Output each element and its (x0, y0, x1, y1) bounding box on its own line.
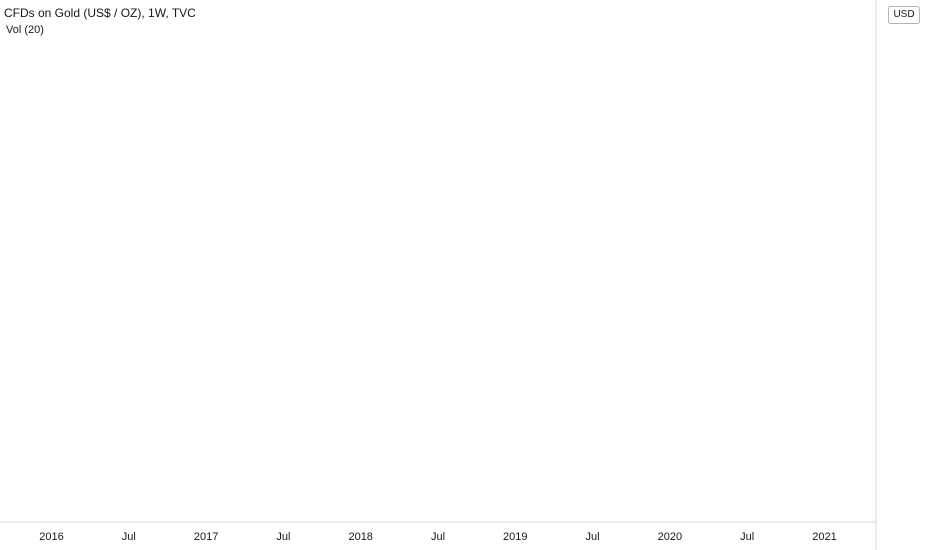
time-tick-label: 2016 (39, 531, 63, 543)
time-tick-label: Jul (431, 531, 445, 543)
time-axis-labels: 2016 Jul 2017 Jul 2018 Jul 2019 Jul 2020 Jul 2021 (39, 531, 836, 543)
chart-title: CFDs on Gold (US$ / OZ), 1W, TVC (4, 6, 196, 20)
plot-background (0, 0, 876, 522)
time-tick-label: 2020 (658, 531, 682, 543)
time-tick-label: Jul (740, 531, 754, 543)
currency-button[interactable]: USD (888, 6, 920, 24)
time-tick-label: Jul (276, 531, 290, 543)
price-axis-background[interactable] (876, 0, 932, 550)
time-tick-label: 2017 (194, 531, 218, 543)
time-tick-label: Jul (122, 531, 136, 543)
time-tick-label: 2018 (348, 531, 372, 543)
volume-indicator-label[interactable]: Vol (20) (6, 24, 44, 36)
time-tick-label: Jul (586, 531, 600, 543)
time-tick-label: 2021 (812, 531, 836, 543)
time-tick-label: 2019 (503, 531, 527, 543)
